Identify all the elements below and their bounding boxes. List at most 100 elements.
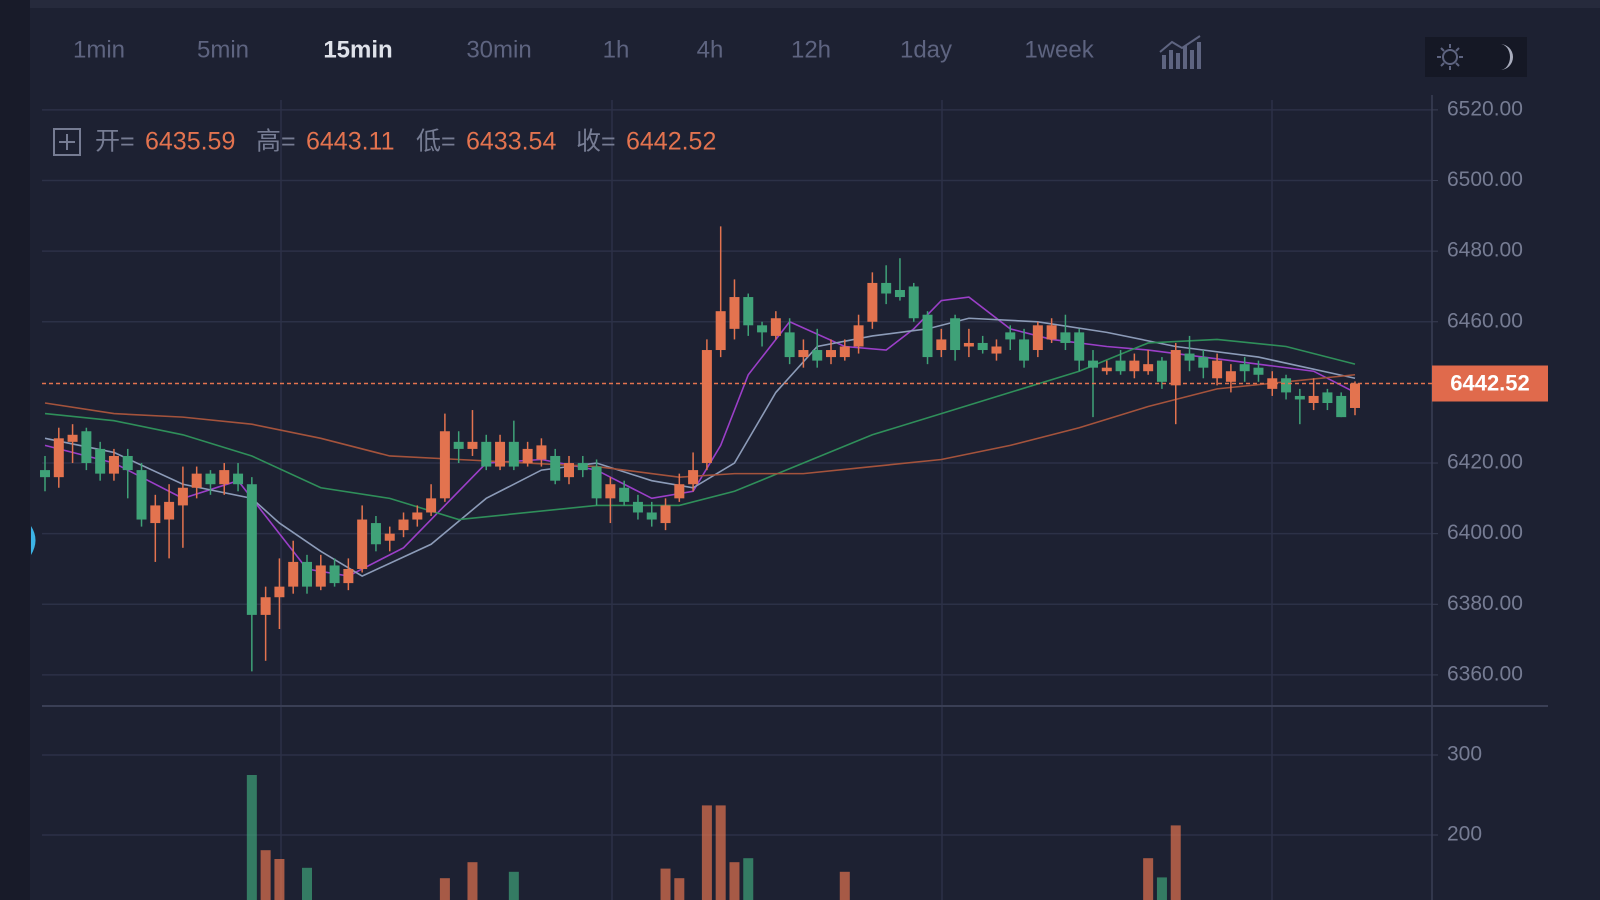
candle-body bbox=[315, 565, 326, 587]
candle-body bbox=[81, 431, 92, 464]
y-tick-label: 6380.00 bbox=[1447, 592, 1523, 615]
ohlc-value: 6442.52 bbox=[626, 128, 716, 156]
volume-bar bbox=[1156, 877, 1167, 900]
candle-body bbox=[798, 350, 809, 358]
interval-button[interactable]: 30min bbox=[466, 36, 531, 63]
volume-bar bbox=[729, 862, 740, 900]
volume-tick-label: 200 bbox=[1447, 823, 1482, 846]
volume-bar bbox=[1170, 825, 1181, 900]
candle-body bbox=[770, 318, 781, 336]
y-tick-label: 6420.00 bbox=[1447, 451, 1523, 474]
candle-body bbox=[467, 441, 478, 449]
candle-body bbox=[605, 484, 616, 499]
chart-type-icon[interactable] bbox=[1159, 35, 1201, 69]
expand-plus bbox=[59, 134, 75, 150]
candle-body bbox=[329, 565, 340, 584]
candle-body bbox=[1267, 378, 1278, 389]
candle-body bbox=[219, 470, 230, 485]
candle-body bbox=[453, 441, 464, 449]
candle-body bbox=[701, 350, 712, 464]
candle-body bbox=[205, 473, 216, 485]
last-price-badge bbox=[1432, 365, 1548, 402]
candle-body bbox=[1322, 392, 1333, 403]
interval-button[interactable]: 1min bbox=[73, 36, 125, 63]
candle-body bbox=[1350, 383, 1360, 408]
candle-body bbox=[536, 445, 547, 460]
candle-body bbox=[370, 523, 381, 545]
top-strip bbox=[30, 0, 1600, 8]
light-theme-button[interactable] bbox=[1437, 44, 1463, 70]
candle-body bbox=[246, 484, 257, 615]
volume-bar bbox=[260, 850, 271, 900]
candle-body bbox=[1225, 371, 1236, 382]
candle-body bbox=[784, 332, 795, 358]
interval-button[interactable]: 15min bbox=[323, 36, 392, 63]
volume-bar bbox=[715, 805, 726, 900]
candle-body bbox=[853, 325, 864, 347]
candle-body bbox=[826, 350, 836, 358]
candle-body bbox=[564, 463, 574, 478]
candle-body bbox=[688, 470, 699, 485]
candle-body bbox=[260, 597, 271, 615]
volume-bar bbox=[274, 859, 285, 900]
volume-bar bbox=[467, 862, 478, 900]
candle-body bbox=[288, 561, 299, 587]
volume-bar bbox=[246, 775, 257, 900]
candle-body bbox=[495, 441, 506, 467]
candle-body bbox=[977, 342, 988, 351]
candle-body bbox=[384, 533, 395, 541]
candle-body bbox=[839, 346, 850, 358]
candle-body bbox=[108, 455, 119, 474]
interval-button[interactable]: 1h bbox=[603, 36, 630, 63]
dark-theme-button[interactable] bbox=[1500, 44, 1513, 70]
volume-tick-label: 300 bbox=[1447, 743, 1482, 766]
interval-button[interactable]: 12h bbox=[791, 36, 831, 63]
candle-body bbox=[481, 441, 492, 467]
ohlc-label: 低= bbox=[416, 128, 456, 156]
candle-body bbox=[743, 297, 754, 326]
toolbar: 1min 5min 15min 30min 1h 4h 12h 1day 1week bbox=[73, 36, 1095, 63]
volume-bar bbox=[701, 805, 712, 900]
interval-button[interactable]: 4h bbox=[697, 36, 724, 63]
candle-body bbox=[343, 568, 354, 584]
candle-body bbox=[1156, 360, 1167, 382]
candle-body bbox=[439, 431, 450, 499]
candle-body bbox=[412, 512, 423, 520]
candle-body bbox=[67, 434, 78, 442]
plot: 6520.00 6500.00 6480.00 6460.00 6420.00 6400.… bbox=[40, 95, 1548, 900]
candle-body bbox=[1253, 367, 1264, 375]
candle-body bbox=[715, 311, 726, 351]
candle-body bbox=[122, 455, 133, 471]
y-tick-label: 6500.00 bbox=[1447, 168, 1523, 191]
candle-body bbox=[233, 473, 244, 485]
interval-button[interactable]: 5min bbox=[197, 36, 249, 63]
candle-body bbox=[867, 282, 878, 322]
moving-average-line bbox=[44, 338, 1356, 521]
candle-body bbox=[1143, 364, 1154, 372]
volume-bar bbox=[674, 878, 685, 900]
candle-body bbox=[1170, 350, 1181, 386]
candle-body bbox=[1088, 360, 1098, 368]
candle-body bbox=[894, 289, 905, 298]
candle-body bbox=[1212, 360, 1223, 379]
candle-body bbox=[357, 519, 368, 569]
ohlc-value: 6433.54 bbox=[466, 128, 556, 156]
candle-body bbox=[729, 297, 740, 329]
y-tick-label: 6400.00 bbox=[1447, 521, 1523, 544]
interval-button[interactable]: 1day bbox=[900, 36, 952, 63]
candle-body bbox=[1184, 353, 1195, 361]
candle-body bbox=[1281, 378, 1292, 393]
candle-body bbox=[53, 438, 64, 478]
moving-average-line bbox=[44, 296, 1356, 577]
candle-body bbox=[1074, 332, 1085, 361]
ohlc-label: 开= bbox=[95, 128, 135, 156]
candle-body bbox=[908, 286, 919, 319]
candle-body bbox=[274, 586, 285, 598]
interval-button[interactable]: 1week bbox=[1024, 36, 1094, 63]
left-strip bbox=[0, 0, 30, 900]
candle-body bbox=[881, 282, 892, 294]
candle-body bbox=[398, 519, 409, 531]
expand-icon[interactable] bbox=[53, 128, 81, 156]
candle-body bbox=[1019, 339, 1030, 361]
